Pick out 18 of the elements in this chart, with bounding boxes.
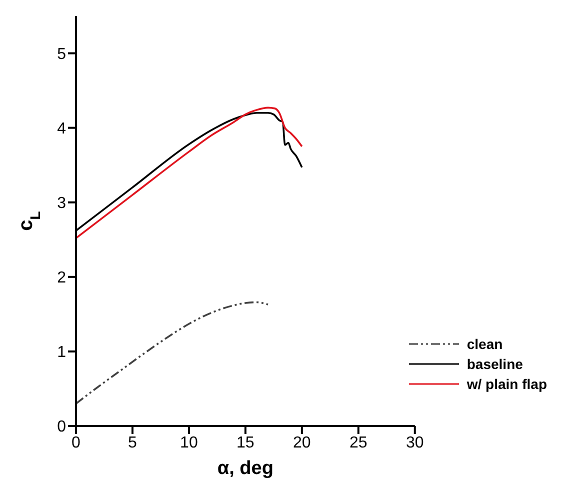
x-tick-label: 20	[293, 434, 311, 452]
y-tick-label: 0	[57, 418, 66, 436]
x-tick-label: 30	[406, 434, 424, 452]
x-axis-title: α, deg	[217, 458, 274, 479]
y-tick-label: 5	[57, 46, 66, 63]
y-tick-label: 4	[57, 120, 66, 138]
x-tick-label: 25	[349, 434, 368, 452]
y-tick-label: 2	[57, 270, 66, 287]
legend-label: baseline	[466, 356, 523, 372]
legend-label: clean	[466, 336, 503, 352]
y-tick-label: 3	[57, 195, 66, 212]
x-tick-label: 5	[128, 434, 138, 452]
y-tick-label: 1	[57, 344, 66, 362]
x-tick-label: 0	[72, 434, 81, 452]
x-tick-label: 15	[236, 434, 254, 452]
line-series	[76, 301, 269, 405]
legend-label: w/ plain flap	[466, 376, 547, 392]
x-tick-label: 10	[180, 434, 198, 452]
